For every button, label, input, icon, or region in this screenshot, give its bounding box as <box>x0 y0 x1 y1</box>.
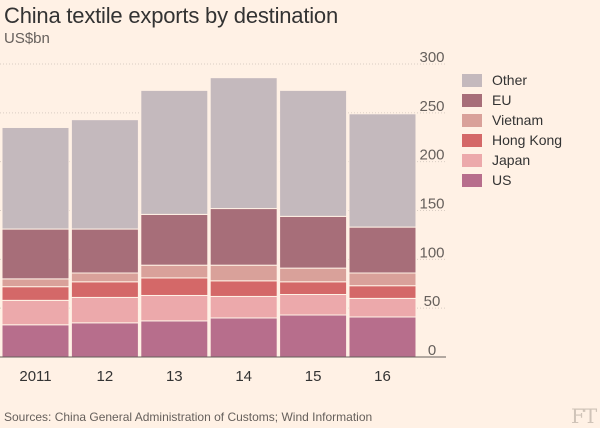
chart-title: China textile exports by destination <box>4 3 338 28</box>
bar-segment-eu <box>1 228 70 280</box>
y-tick-label: 150 <box>419 196 444 213</box>
bar-segment-other <box>1 126 70 230</box>
source-note: Sources: China General Administration of… <box>4 410 373 424</box>
bar-segment-japan <box>140 294 209 322</box>
bar-segment-eu <box>348 226 417 274</box>
bar-segment-us <box>279 314 348 358</box>
chart-subtitle: US$bn <box>4 30 50 47</box>
bar-segment-other <box>279 89 348 217</box>
bar-segment-hong-kong <box>348 285 417 299</box>
bar-segment-eu <box>209 208 278 266</box>
bar-segment-japan <box>279 293 348 316</box>
y-tick-label: 50 <box>424 293 441 310</box>
x-tick-label: 15 <box>305 368 322 385</box>
bar-segment-japan <box>348 297 417 318</box>
bar-segment-other <box>348 113 417 228</box>
bar-segment-us <box>1 324 70 358</box>
bar-segment-eu <box>279 215 348 269</box>
legend-label: Japan <box>492 152 531 168</box>
y-tick-label: 300 <box>419 49 444 66</box>
bar-segment-eu <box>140 213 209 266</box>
bar-segment-other <box>70 119 139 230</box>
legend-item: EU <box>462 90 562 110</box>
legend-item: Hong Kong <box>462 130 562 150</box>
legend-label: EU <box>492 92 512 108</box>
legend-swatch <box>462 113 482 127</box>
bar-segment-vietnam <box>140 264 209 279</box>
bar-segment-eu <box>70 228 139 274</box>
y-tick-label: 0 <box>428 342 436 359</box>
bar-segment-us <box>209 317 278 358</box>
legend-swatch <box>462 73 482 87</box>
y-tick-label: 100 <box>419 244 444 261</box>
bar-segment-vietnam <box>209 264 278 282</box>
legend-item: Vietnam <box>462 110 562 130</box>
bar-segment-vietnam <box>348 272 417 287</box>
legend-swatch <box>462 133 482 147</box>
bar-segment-japan <box>70 296 139 324</box>
bar-segment-hong-kong <box>1 286 70 301</box>
legend-label: Hong Kong <box>492 132 563 148</box>
legend-swatch <box>462 153 482 167</box>
legend-item: US <box>462 170 562 190</box>
x-tick-label: 14 <box>235 368 252 385</box>
bar-segment-us <box>140 320 209 358</box>
bar-segment-hong-kong <box>140 277 209 296</box>
x-tick-label: 2011 <box>19 368 51 385</box>
bar-segment-japan <box>1 299 70 326</box>
chart-legend: Other EU Vietnam Hong Kong Japan US <box>462 70 562 190</box>
bar-segment-us <box>348 316 417 358</box>
y-tick-label: 200 <box>419 147 444 164</box>
legend-label: Other <box>492 72 528 88</box>
x-tick-label: 13 <box>166 368 183 385</box>
x-tick-label: 16 <box>374 368 391 385</box>
bar-segment-vietnam <box>279 267 348 283</box>
legend-swatch <box>462 173 482 187</box>
bar-segment-us <box>70 322 139 358</box>
bar-segment-japan <box>209 295 278 319</box>
bar-segment-other <box>140 89 209 215</box>
bar-segment-vietnam <box>70 272 139 283</box>
ft-logo: FT <box>571 404 597 428</box>
x-tick-label: 12 <box>97 368 114 385</box>
bar-segment-hong-kong <box>70 281 139 298</box>
bar-segment-hong-kong <box>209 280 278 297</box>
legend-label: Vietnam <box>492 112 544 128</box>
legend-swatch <box>462 93 482 107</box>
bar-segment-vietnam <box>1 278 70 288</box>
legend-item: Japan <box>462 150 562 170</box>
y-tick-label: 250 <box>419 98 444 115</box>
bar-segment-hong-kong <box>279 281 348 295</box>
bar-segment-other <box>209 77 278 210</box>
legend-item: Other <box>462 70 562 90</box>
legend-label: US <box>492 172 512 188</box>
